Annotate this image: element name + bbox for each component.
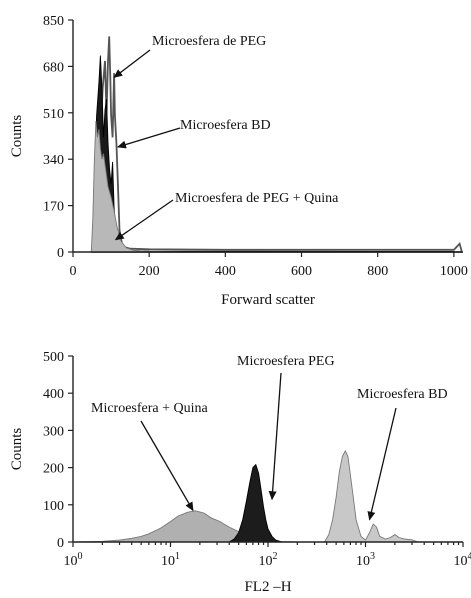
x-tick-label: 600 — [291, 264, 312, 279]
annotation-label: Microesfera BD — [180, 118, 271, 133]
y-tick-label: 340 — [43, 153, 64, 168]
x-tick-label: 200 — [139, 264, 160, 279]
x-axis-label: Forward scatter — [221, 292, 315, 308]
x-tick-label: 103 — [356, 551, 375, 569]
y-tick-label: 500 — [43, 350, 64, 365]
annotation-label: Microesfera BD — [357, 387, 448, 402]
y-axis-label: Counts — [9, 115, 25, 158]
y-tick-label: 0 — [57, 246, 64, 261]
annotation-arrow — [113, 49, 151, 78]
x-tick-label: 102 — [259, 551, 278, 569]
x-tick-label: 1000 — [440, 264, 468, 279]
series-area-2 — [227, 463, 283, 543]
y-tick-label: 400 — [43, 387, 64, 402]
annotation-label: Microesfera de PEG + Quina — [175, 191, 339, 206]
y-tick-label: 680 — [43, 60, 64, 75]
y-tick-label: 170 — [43, 200, 64, 215]
series-area-1 — [90, 36, 463, 253]
y-tick-label: 0 — [57, 536, 64, 551]
annotation-arrow — [114, 199, 174, 241]
annotation-arrow — [116, 127, 181, 149]
x-tick-label: 101 — [161, 551, 180, 569]
x-tick-label: 800 — [367, 264, 388, 279]
annotation-label: Microesfera + Quina — [91, 401, 209, 416]
annotation-label: Microesfera PEG — [237, 354, 335, 369]
x-tick-label: 100 — [64, 551, 83, 569]
x-tick-label: 0 — [70, 264, 77, 279]
annotation-label: Microesfera de PEG — [152, 34, 266, 49]
series-area-2 — [91, 55, 455, 253]
y-tick-label: 850 — [43, 14, 64, 29]
x-tick-label: 104 — [454, 551, 471, 569]
annotation-arrow — [140, 420, 194, 512]
chart-forward-scatter: 0 170 340 510 680 850 0 200 400 600 800 1000 Forward… — [9, 14, 468, 308]
x-axis-label: FL2 –H — [244, 579, 291, 595]
y-tick-label: 510 — [43, 107, 64, 122]
y-tick-label: 200 — [43, 462, 64, 477]
series-area-3 — [323, 449, 419, 543]
series-area-3 — [90, 120, 188, 253]
annotation-arrow — [367, 407, 397, 521]
annotation-arrow — [268, 372, 282, 501]
y-tick-label: 300 — [43, 424, 64, 439]
y-tick-label: 100 — [43, 499, 64, 514]
y-axis-label: Counts — [9, 428, 25, 471]
x-tick-label: 400 — [215, 264, 236, 279]
